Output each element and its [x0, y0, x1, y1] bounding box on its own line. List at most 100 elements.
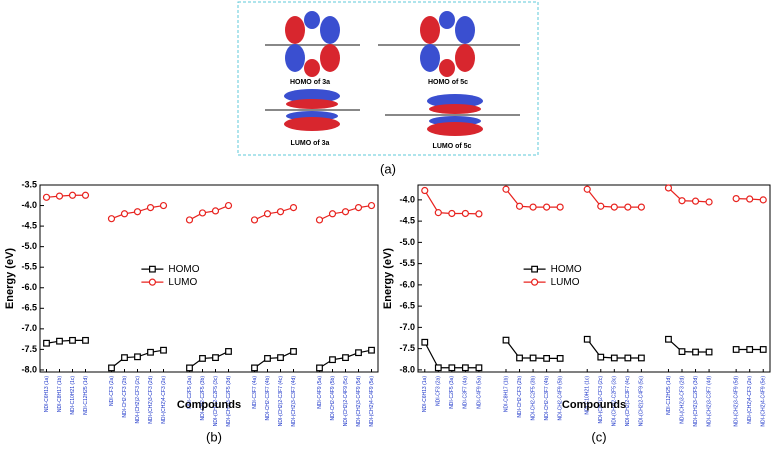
x-tick-label: NDI-CH2-CF3 (2b)	[517, 376, 523, 418]
marker	[475, 364, 483, 372]
marker	[610, 203, 618, 211]
marker	[759, 196, 767, 204]
x-tick-label: NDI-(CH2)3-C3F7 (4d)	[706, 376, 712, 427]
caption: HOMO of 3a	[290, 79, 330, 86]
marker	[224, 201, 233, 210]
marker	[461, 364, 469, 372]
x-tick-label: NDI-C4F9 (5a)	[476, 376, 482, 409]
y-tick-label: -4.5	[21, 220, 37, 230]
y-tick-label: -6.5	[21, 303, 37, 313]
marker	[624, 354, 632, 362]
marker	[746, 346, 754, 353]
x-tick-label: NDI-CH2-C2F5 (3b)	[530, 376, 536, 421]
caption: LUMO of 3a	[291, 140, 330, 147]
y-tick-label: -6.0	[21, 282, 37, 292]
marker	[624, 203, 632, 211]
legend-label: HOMO	[551, 264, 582, 275]
marker	[367, 201, 376, 210]
panel-label: (b)	[206, 429, 222, 444]
marker	[421, 338, 429, 346]
y-tick-label: -5.0	[399, 237, 415, 247]
legend-label: HOMO	[168, 264, 199, 275]
marker	[328, 210, 337, 218]
y-tick-label: -7.0	[399, 322, 415, 332]
marker	[597, 202, 605, 210]
y-tick-label: -4.5	[399, 216, 415, 226]
marker	[583, 185, 591, 193]
marker	[583, 335, 591, 343]
marker	[597, 353, 605, 361]
marker	[315, 216, 324, 224]
marker	[251, 364, 258, 372]
marker	[529, 203, 537, 211]
marker	[610, 354, 618, 362]
x-tick-label: NDI-(CH2)4-CF3 (2e)	[747, 376, 753, 424]
marker	[502, 185, 510, 193]
marker	[146, 204, 155, 212]
x-tick-label: NDI-CH2-C3F7 (4b)	[544, 376, 550, 421]
x-tick-label: NDI-(CH2)3-C3F7 (4d)	[291, 376, 297, 427]
marker	[147, 348, 154, 356]
marker	[705, 348, 713, 356]
marker	[678, 348, 686, 355]
x-tick-label: NDI-C4F9 (5a)	[317, 376, 323, 409]
y-axis-title: Energy (eV)	[382, 248, 394, 309]
chart: -4.0 -4.5 -5.0 -5.5 -6.0 -6.5 -7.0 -7.5 -8.0 NDI-…	[382, 184, 771, 444]
marker	[355, 349, 362, 357]
marker	[421, 186, 429, 195]
marker	[342, 354, 349, 362]
marker	[211, 207, 220, 215]
marker	[133, 208, 142, 216]
marker	[120, 210, 129, 218]
marker	[665, 335, 672, 343]
x-tick-label: NDI-(CH2)3-C2F5 (3d)	[693, 376, 699, 427]
marker	[107, 215, 116, 223]
plot-frame	[417, 184, 771, 373]
panel-label: (a)	[380, 161, 396, 176]
y-tick-label: -7.5	[399, 343, 415, 353]
x-tick-label: NDI-(CH2)3-CF3 (2d)	[679, 376, 685, 424]
marker	[531, 265, 538, 273]
legend-label: LUMO	[551, 277, 580, 288]
marker	[530, 278, 539, 286]
marker	[516, 354, 523, 362]
panel-a-frame	[237, 1, 539, 156]
marker	[732, 346, 740, 353]
marker	[543, 355, 551, 362]
x-axis-title: Compounds	[177, 399, 241, 411]
marker	[159, 201, 168, 210]
x-tick-label: NDI-C8H17 (1b)	[503, 376, 509, 412]
marker	[448, 209, 456, 218]
y-tick-label: -4.0	[399, 194, 415, 204]
x-tick-label: NDI-C2F5 (3a)	[449, 376, 455, 409]
marker	[121, 354, 128, 362]
x-tick-label: NDI-(CH2)2-CF3 (2c)	[598, 376, 604, 424]
marker	[692, 348, 699, 356]
marker	[264, 355, 271, 362]
caption: HOMO of 5c	[428, 79, 468, 86]
x-tick-label: NDI-(CH2)3-C2F5 (3d)	[226, 376, 232, 427]
x-tick-label: NDI-C3F7 (4a)	[252, 376, 258, 409]
marker	[263, 210, 272, 218]
y-tick-label: -5.5	[21, 262, 37, 272]
marker	[759, 346, 767, 353]
y-tick-label: -5.0	[21, 241, 37, 251]
y-tick-label: -8.0	[399, 364, 415, 374]
legend-label: LUMO	[168, 277, 197, 288]
y-tick-label: -6.0	[399, 279, 415, 289]
x-tick-label: NDI-C10H21 (1c)	[585, 376, 591, 415]
orbital-homo-5c	[378, 11, 520, 77]
y-tick-label: -6.5	[399, 301, 415, 311]
marker	[556, 203, 564, 211]
marker	[149, 265, 156, 273]
marker	[289, 204, 298, 212]
marker	[664, 184, 673, 192]
x-tick-label: NDI-(CH2)2-C4F9 (5c)	[343, 376, 349, 427]
x-tick-label: NDI-(CH2)3-C4F9 (5d)	[356, 376, 362, 427]
x-tick-label: NDI-(CH2)3-CF3 (2d)	[148, 376, 154, 424]
marker	[82, 336, 89, 344]
x-tick-label: NDI-(CH2)2-C4F9 (5c)	[639, 376, 645, 427]
x-tick-label: NDI-(CH2)2-C2F5 (3c)	[213, 376, 219, 427]
caption: LUMO of 5c	[433, 143, 472, 150]
